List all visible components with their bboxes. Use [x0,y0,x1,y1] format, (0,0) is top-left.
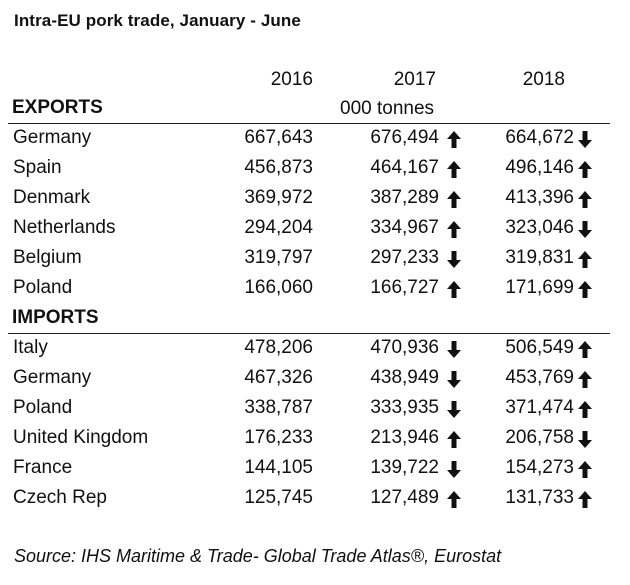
country-name: Poland [13,397,73,418]
value-2017: 387,289 [370,187,439,208]
value-2018: 131,733 [505,487,574,508]
table-row: Poland 166,060 166,727 171,699 [0,277,630,305]
value-2016: 294,204 [244,217,313,238]
table-row: Germany 467,326 438,949 453,769 [0,367,630,395]
arrow-down-icon [578,431,592,448]
arrow-up-icon [578,251,592,268]
table-row: Belgium 319,797 297,233 319,831 [0,247,630,275]
value-2016: 125,745 [244,487,313,508]
table-row: Poland 338,787 333,935 371,474 [0,397,630,425]
table-row: Netherlands 294,204 334,967 323,046 [0,217,630,245]
arrow-up-icon [578,371,592,388]
value-2016: 144,105 [244,457,313,478]
arrow-up-icon [447,131,461,148]
unit-label: 000 tonnes [340,98,435,119]
source-note: Source: IHS Maritime & Trade- Global Tra… [14,546,502,566]
arrow-down-icon [578,221,592,238]
value-2017: 213,946 [370,427,439,448]
value-2017: 334,967 [370,217,439,238]
arrow-down-icon [447,371,461,388]
country-name: Belgium [13,247,82,268]
value-2016: 369,972 [244,187,313,208]
value-2017: 139,722 [370,457,439,478]
value-2016: 338,787 [244,397,313,418]
value-2016: 176,233 [244,427,313,448]
arrow-up-icon [447,431,461,448]
arrow-up-icon [447,161,461,178]
year-2017-header: 2017 [393,69,436,90]
country-name: Spain [13,157,62,178]
arrow-down-icon [447,341,461,358]
page-title: Intra-EU pork trade, January - June [14,11,301,30]
arrow-down-icon [578,131,592,148]
table-row: Czech Rep 125,745 127,489 131,733 [0,487,630,515]
value-2016: 166,060 [244,277,313,298]
value-2017: 676,494 [370,127,439,148]
value-2018: 413,396 [505,187,574,208]
value-2017: 127,489 [370,487,439,508]
value-2016: 319,797 [244,247,313,268]
value-2017: 333,935 [370,397,439,418]
value-2017: 166,727 [370,277,439,298]
value-2018: 496,146 [505,157,574,178]
value-2018: 319,831 [505,247,574,268]
country-name: Denmark [13,187,91,208]
year-2016-header: 2016 [270,69,313,90]
value-2016: 667,643 [244,127,313,148]
value-2016: 467,326 [244,367,313,388]
table-row: United Kingdom 176,233 213,946 206,758 [0,427,630,455]
table-row: Germany 667,643 676,494 664,672 [0,127,630,155]
value-2018: 506,549 [505,337,574,358]
value-2018: 664,672 [505,127,574,148]
arrow-down-icon [447,461,461,478]
country-name: Germany [13,127,92,148]
value-2018: 453,769 [505,367,574,388]
arrow-up-icon [578,401,592,418]
value-2016: 456,873 [244,157,313,178]
value-2018: 206,758 [505,427,574,448]
country-name: Czech Rep [13,487,107,508]
arrow-up-icon [578,341,592,358]
table-row: Denmark 369,972 387,289 413,396 [0,187,630,215]
imports-divider [8,333,610,334]
year-header-row: 2016 2017 2018 [0,69,630,91]
table-row: France 144,105 139,722 154,273 [0,457,630,485]
value-2018: 171,699 [505,277,574,298]
value-2017: 297,233 [370,247,439,268]
arrow-up-icon [578,281,592,298]
arrow-up-icon [447,221,461,238]
imports-heading: IMPORTS [12,307,99,328]
arrow-down-icon [447,401,461,418]
arrow-up-icon [578,161,592,178]
value-2017: 438,949 [370,367,439,388]
value-2016: 478,206 [244,337,313,358]
value-2018: 371,474 [505,397,574,418]
arrow-up-icon [578,191,592,208]
country-name: Germany [13,367,92,388]
arrow-up-icon [578,491,592,508]
country-name: United Kingdom [13,427,149,448]
exports-heading: EXPORTS [12,97,103,118]
country-name: Italy [13,337,48,358]
exports-divider [8,123,610,124]
country-name: France [13,457,73,478]
value-2017: 470,936 [370,337,439,358]
arrow-down-icon [447,251,461,268]
country-name: Netherlands [13,217,116,238]
arrow-up-icon [447,281,461,298]
year-2018-header: 2018 [522,69,565,90]
value-2018: 154,273 [505,457,574,478]
arrow-up-icon [447,191,461,208]
country-name: Poland [13,277,73,298]
arrow-up-icon [447,491,461,508]
table-row: Italy 478,206 470,936 506,549 [0,337,630,365]
value-2017: 464,167 [370,157,439,178]
arrow-up-icon [578,461,592,478]
table-row: Spain 456,873 464,167 496,146 [0,157,630,185]
value-2018: 323,046 [505,217,574,238]
